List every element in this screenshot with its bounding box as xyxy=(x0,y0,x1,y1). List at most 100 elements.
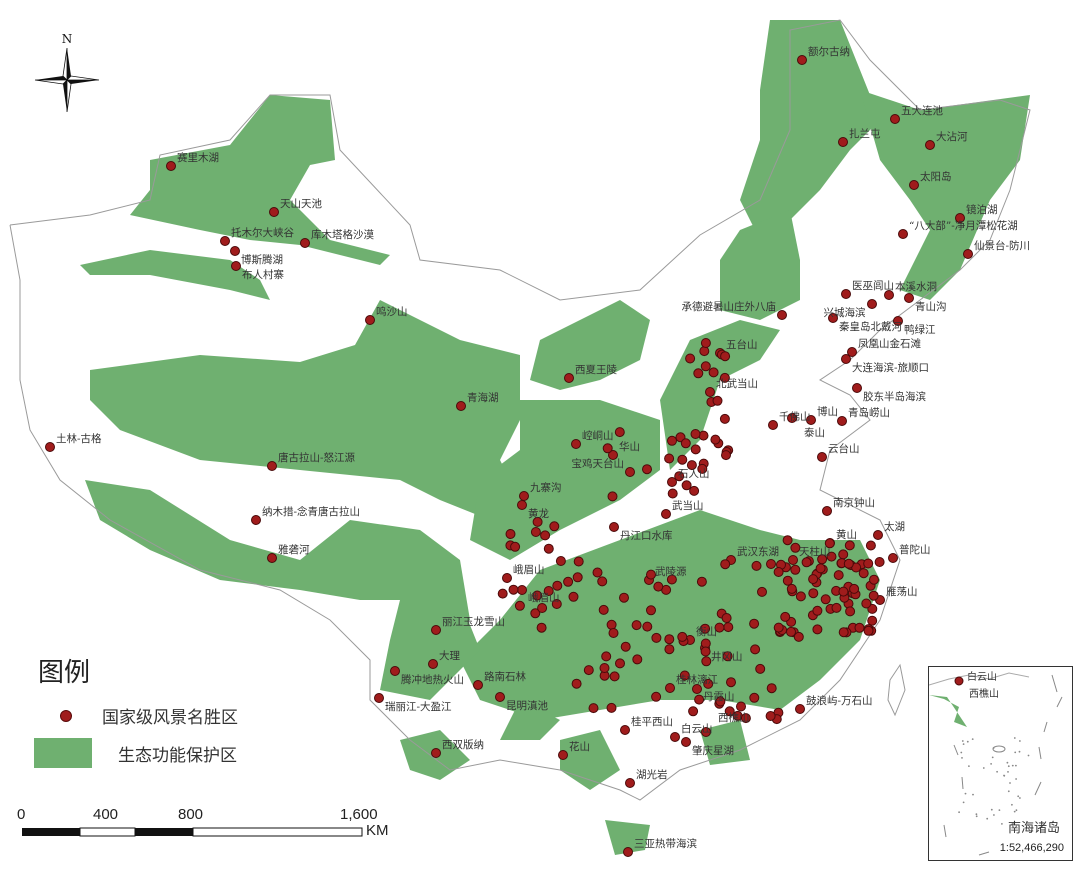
scenic-area-marker[interactable] xyxy=(697,463,708,474)
scenic-area-marker[interactable] xyxy=(688,706,699,717)
scenic-area-marker[interactable] xyxy=(563,576,574,587)
scenic-area-marker[interactable] xyxy=(495,692,505,702)
scenic-area-marker[interactable] xyxy=(740,713,751,724)
scenic-area-marker[interactable] xyxy=(874,557,885,567)
scenic-area-marker[interactable] xyxy=(607,491,618,502)
scenic-area-marker[interactable] xyxy=(833,570,844,581)
scenic-area-marker[interactable] xyxy=(773,567,784,577)
scenic-area-marker[interactable] xyxy=(710,434,721,445)
scenic-area-marker[interactable] xyxy=(773,622,784,633)
scenic-area-marker[interactable] xyxy=(831,602,842,613)
scenic-area-marker[interactable] xyxy=(390,666,400,676)
scenic-area-marker[interactable] xyxy=(766,683,777,694)
scenic-area-marker[interactable] xyxy=(826,551,837,562)
scenic-area-marker[interactable] xyxy=(719,372,730,383)
scenic-area-marker[interactable] xyxy=(806,415,816,425)
scenic-area-marker[interactable] xyxy=(606,619,617,630)
scenic-area-marker[interactable] xyxy=(698,430,709,441)
scenic-area-marker[interactable] xyxy=(651,632,662,643)
scenic-area-marker[interactable] xyxy=(517,500,527,510)
scenic-area-marker[interactable] xyxy=(625,467,635,477)
scenic-area-marker[interactable] xyxy=(843,558,854,569)
scenic-area-marker[interactable] xyxy=(505,529,516,539)
scenic-area-marker[interactable] xyxy=(700,646,711,657)
scenic-area-marker[interactable] xyxy=(661,509,671,519)
scenic-area-marker[interactable] xyxy=(838,586,849,597)
scenic-area-marker[interactable] xyxy=(824,538,835,549)
scenic-area-marker[interactable] xyxy=(642,464,652,475)
scenic-area-marker[interactable] xyxy=(795,591,806,602)
scenic-area-marker[interactable] xyxy=(715,696,726,707)
scenic-area-marker[interactable] xyxy=(703,678,714,689)
scenic-area-marker[interactable] xyxy=(720,559,731,570)
scenic-area-marker[interactable] xyxy=(838,137,848,147)
scenic-area-marker[interactable] xyxy=(664,453,675,464)
scenic-area-marker[interactable] xyxy=(230,246,240,256)
scenic-area-marker[interactable] xyxy=(537,603,548,613)
scenic-area-marker[interactable] xyxy=(667,488,678,499)
scenic-area-marker[interactable] xyxy=(502,573,512,583)
scenic-area-marker[interactable] xyxy=(720,351,731,362)
scenic-area-marker[interactable] xyxy=(808,574,819,585)
scenic-area-marker[interactable] xyxy=(795,704,805,714)
scenic-area-marker[interactable] xyxy=(497,588,508,599)
scenic-area-marker[interactable] xyxy=(517,585,527,595)
scenic-area-marker[interactable] xyxy=(838,549,849,560)
scenic-area-marker[interactable] xyxy=(696,576,707,587)
scenic-area-marker[interactable] xyxy=(751,560,762,571)
scenic-area-marker[interactable] xyxy=(955,213,965,223)
scenic-area-marker[interactable] xyxy=(749,618,760,629)
scenic-area-marker[interactable] xyxy=(514,600,525,611)
scenic-area-marker[interactable] xyxy=(780,611,791,622)
scenic-area-marker[interactable] xyxy=(884,290,894,300)
scenic-area-marker[interactable] xyxy=(828,313,838,323)
scenic-area-marker[interactable] xyxy=(685,353,696,364)
scenic-area-marker[interactable] xyxy=(552,580,563,591)
scenic-area-marker[interactable] xyxy=(543,543,554,554)
scenic-area-marker[interactable] xyxy=(597,576,608,587)
scenic-area-marker[interactable] xyxy=(571,439,581,449)
scenic-area-marker[interactable] xyxy=(532,590,543,601)
scenic-area-marker[interactable] xyxy=(543,586,554,596)
scenic-area-marker[interactable] xyxy=(267,461,277,471)
scenic-area-marker[interactable] xyxy=(689,485,700,496)
scenic-area-marker[interactable] xyxy=(666,574,677,585)
scenic-area-marker[interactable] xyxy=(777,310,787,320)
scenic-area-marker[interactable] xyxy=(667,435,677,446)
scenic-area-marker[interactable] xyxy=(646,605,656,616)
scenic-area-marker[interactable] xyxy=(868,590,879,601)
scenic-area-marker[interactable] xyxy=(700,623,711,634)
scenic-area-marker[interactable] xyxy=(869,574,879,585)
scenic-area-marker[interactable] xyxy=(822,506,832,516)
scenic-area-marker[interactable] xyxy=(620,641,631,652)
scenic-area-marker[interactable] xyxy=(510,541,521,552)
scenic-area-marker[interactable] xyxy=(847,347,857,357)
scenic-area-marker[interactable] xyxy=(592,567,603,578)
scenic-area-marker[interactable] xyxy=(555,556,566,566)
scenic-area-marker[interactable] xyxy=(549,521,560,532)
scenic-area-marker[interactable] xyxy=(558,750,568,760)
scenic-area-marker[interactable] xyxy=(873,530,883,540)
scenic-area-marker[interactable] xyxy=(909,180,919,190)
scenic-area-marker[interactable] xyxy=(867,615,878,626)
scenic-area-marker[interactable] xyxy=(45,442,55,452)
scenic-area-marker[interactable] xyxy=(551,599,562,609)
scenic-area-marker[interactable] xyxy=(766,559,776,569)
scenic-area-marker[interactable] xyxy=(220,236,230,246)
scenic-area-marker[interactable] xyxy=(664,644,675,655)
scenic-area-marker[interactable] xyxy=(714,622,725,633)
scenic-area-marker[interactable] xyxy=(786,583,797,594)
scenic-area-marker[interactable] xyxy=(674,471,685,482)
scenic-area-marker[interactable] xyxy=(890,114,900,124)
scenic-area-marker[interactable] xyxy=(898,229,908,239)
scenic-area-marker[interactable] xyxy=(583,665,594,676)
scenic-area-marker[interactable] xyxy=(608,628,619,638)
scenic-area-marker[interactable] xyxy=(588,703,599,714)
scenic-area-marker[interactable] xyxy=(700,361,711,372)
scenic-area-marker[interactable] xyxy=(721,450,731,461)
scenic-area-marker[interactable] xyxy=(849,583,860,594)
scenic-area-marker[interactable] xyxy=(736,701,746,712)
scenic-area-marker[interactable] xyxy=(530,608,541,619)
scenic-area-marker[interactable] xyxy=(568,591,579,602)
scenic-area-marker[interactable] xyxy=(631,620,642,631)
